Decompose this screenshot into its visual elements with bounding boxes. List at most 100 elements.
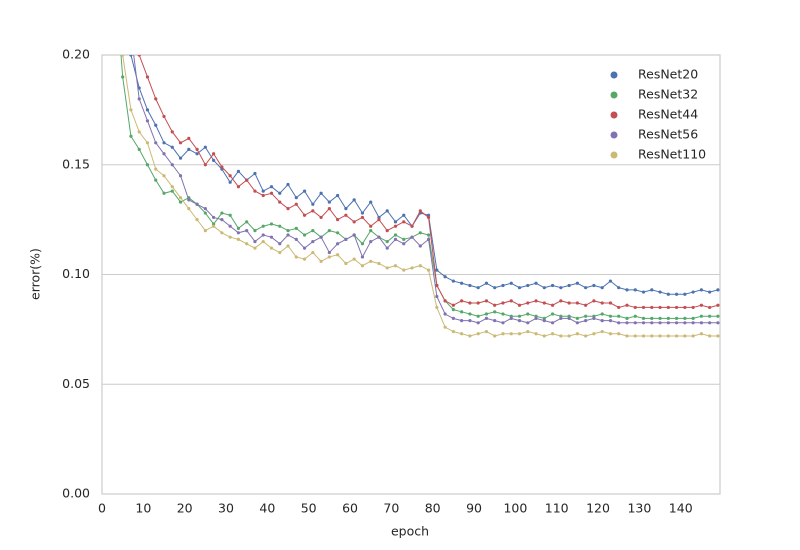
data-point xyxy=(352,233,356,237)
data-point xyxy=(691,305,695,310)
data-point xyxy=(121,75,125,79)
data-point xyxy=(708,334,712,338)
data-point xyxy=(468,312,472,316)
data-point xyxy=(286,244,290,248)
data-point xyxy=(534,314,538,318)
data-point xyxy=(674,321,679,325)
data-point xyxy=(203,229,207,233)
data-point xyxy=(336,231,340,235)
data-point xyxy=(203,163,207,167)
data-point xyxy=(377,215,381,220)
data-point xyxy=(319,235,323,239)
data-point xyxy=(336,218,340,222)
data-point xyxy=(584,303,588,307)
data-point xyxy=(567,314,571,318)
data-point xyxy=(352,198,356,202)
data-point xyxy=(360,264,365,268)
data-point xyxy=(716,321,720,325)
data-point xyxy=(294,196,298,200)
data-point xyxy=(699,303,703,307)
data-point xyxy=(592,283,596,288)
data-point xyxy=(674,334,679,338)
data-point xyxy=(517,318,522,323)
x-tick-label: 30 xyxy=(218,501,234,516)
x-tick-label: 130 xyxy=(627,501,651,516)
data-point xyxy=(650,288,654,292)
data-point xyxy=(369,259,373,263)
data-point xyxy=(592,299,596,303)
data-point xyxy=(641,334,646,338)
data-point xyxy=(575,332,579,336)
data-point xyxy=(674,316,679,320)
data-point xyxy=(410,224,414,228)
x-tick-label: 110 xyxy=(545,501,569,516)
data-point xyxy=(410,266,414,270)
data-point xyxy=(534,281,538,285)
data-point xyxy=(600,286,604,290)
data-point xyxy=(708,305,712,310)
data-point xyxy=(468,318,472,323)
data-point xyxy=(418,244,422,248)
data-point xyxy=(435,268,439,272)
data-point xyxy=(245,220,249,224)
data-point xyxy=(212,158,216,162)
data-point xyxy=(584,314,588,318)
data-point xyxy=(517,332,522,336)
data-point xyxy=(402,242,406,246)
data-point xyxy=(509,314,513,318)
data-point xyxy=(592,316,596,320)
data-point xyxy=(716,314,720,318)
data-point xyxy=(633,321,637,325)
plot-frame xyxy=(101,54,721,495)
data-point xyxy=(360,255,365,259)
data-point xyxy=(294,226,298,231)
data-point xyxy=(195,147,199,151)
data-point xyxy=(708,321,712,325)
data-point xyxy=(269,235,274,239)
data-point xyxy=(402,213,406,217)
data-point xyxy=(716,303,720,307)
data-point xyxy=(319,191,323,195)
data-point xyxy=(327,229,331,233)
data-point xyxy=(327,255,331,259)
data-point xyxy=(311,202,315,206)
data-point xyxy=(484,281,489,285)
data-point xyxy=(460,281,464,285)
data-point xyxy=(658,334,662,338)
data-point xyxy=(236,226,241,231)
data-point xyxy=(311,250,315,255)
data-point xyxy=(187,147,191,151)
data-point xyxy=(608,318,613,323)
data-point xyxy=(220,218,224,222)
y-tick-label: 0.05 xyxy=(62,376,90,391)
x-tick-label: 80 xyxy=(425,501,441,516)
data-point xyxy=(245,178,249,182)
x-tick-label: 40 xyxy=(259,501,275,516)
data-point xyxy=(501,312,505,316)
data-point xyxy=(476,314,480,318)
data-point xyxy=(220,211,224,215)
data-point xyxy=(162,114,166,119)
data-point xyxy=(129,55,133,57)
data-point xyxy=(253,189,257,193)
legend-marker xyxy=(610,111,618,119)
data-point xyxy=(195,218,199,222)
data-point xyxy=(286,207,290,211)
x-tick-label: 90 xyxy=(466,501,482,516)
data-point xyxy=(261,233,265,237)
data-point xyxy=(187,136,191,141)
data-point xyxy=(691,334,695,338)
data-point xyxy=(592,332,596,336)
data-point xyxy=(617,321,621,325)
data-point xyxy=(418,231,422,235)
data-point xyxy=(360,242,365,246)
data-point xyxy=(286,233,290,237)
data-point xyxy=(641,321,646,325)
data-point xyxy=(228,224,232,228)
data-point xyxy=(195,202,199,206)
data-point xyxy=(369,224,373,228)
data-point xyxy=(575,316,579,320)
data-point xyxy=(658,321,662,325)
data-point xyxy=(385,209,389,213)
